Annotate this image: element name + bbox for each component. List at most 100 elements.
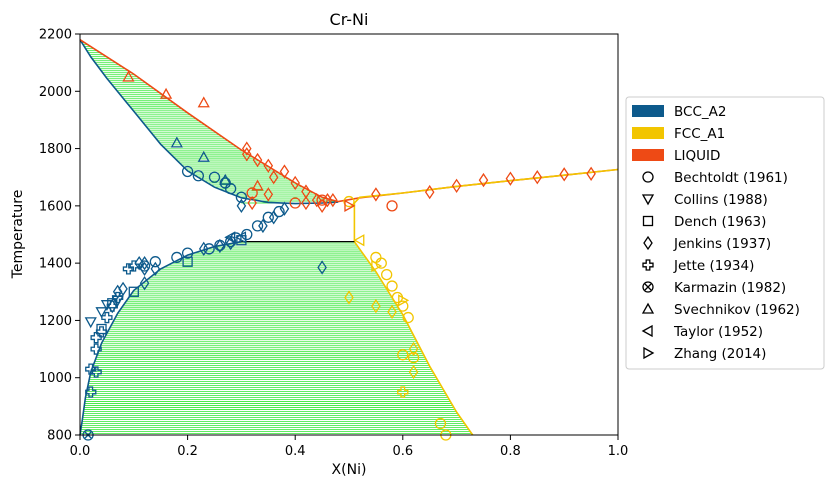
data-point-triangle-left [235,231,247,244]
data-point-diamond [241,141,252,156]
data-point-diamond [290,175,300,191]
data-point-circle [138,260,151,272]
data-point-plus [128,260,140,272]
data-point-diamond [586,166,596,181]
data-point-diamond [247,195,257,211]
legend-label: LIQUID [674,148,720,164]
data-point-circle [316,194,328,206]
data-point-diamond [263,187,274,202]
data-point-circle [397,300,409,312]
data-point-square [96,323,107,335]
experimental-markers [82,70,596,441]
data-point-diamond [139,261,150,277]
data-point-diamond [263,158,274,173]
legend-label: FCC_A1 [674,126,725,142]
data-point-circle [149,256,161,268]
data-point-plus [122,263,135,275]
data-point-triangle-right [371,259,383,273]
legend-label: Jenkins (1937) [673,236,771,252]
data-point-diamond [387,304,397,320]
data-point-circle [171,251,183,264]
data-point-diamond [311,192,322,208]
fcc_solvus-curve [353,203,474,436]
data-point-triangle-up [219,173,232,185]
data-point-triangle-up [122,70,135,82]
legend-swatch [632,105,664,117]
data-point-diamond [408,341,419,357]
data-point-triangle-down [84,317,97,329]
x-axis: 0.0 0.2 0.4 0.6 0.8 1.0 [70,435,629,459]
data-point-diamond [268,170,279,185]
legend-marker-x-circle [642,281,654,293]
data-point-circle [241,228,253,241]
y-axis-label: Temperature [10,190,26,280]
legend-marker-circle [642,171,654,183]
legend-marker-square [642,215,654,227]
data-point-diamond [559,167,569,182]
data-point-diamond [279,164,290,179]
data-point-triangle-left [224,231,236,244]
data-point-diamond [317,260,327,275]
data-point-circle [386,280,398,292]
data-point-circle [262,211,274,223]
data-point-circle [235,191,248,203]
data-point-diamond [150,261,161,277]
legend-marker-triangle-left [641,324,653,338]
x-axis-label: X(Ni) [332,462,367,478]
y-tick-label: 2000 [39,85,72,100]
data-point-triangle-right [398,294,410,307]
data-point-circle [407,352,420,364]
y-axis: 800 1000 1200 1400 1600 1800 2000 2200 [39,28,80,444]
data-point-plus [397,386,409,398]
data-point-diamond [139,276,150,291]
data-point-circle [381,268,393,281]
legend-label: BCC_A2 [674,104,726,120]
legend-marker-plus [642,259,654,271]
data-point-triangle-up [197,150,210,162]
legend-frame [625,96,825,370]
data-point-plus [112,291,124,304]
data-point-diamond [268,210,279,225]
data-point-circle [251,220,264,232]
data-point-diamond [118,281,128,297]
data-point-diamond [478,172,489,188]
legend-marker-triangle-right [643,346,655,360]
data-point-diamond [344,290,354,305]
legend-marker-diamond [643,235,653,251]
data-point-circle [375,257,387,269]
y-tick-label: 2200 [39,28,72,43]
legend-label: Svechnikov (1962) [674,302,800,318]
data-point-diamond [328,192,338,208]
plot-frame [79,33,619,436]
x-tick-label: 0.8 [500,444,521,459]
data-point-circle [397,349,409,361]
data-point-triangle-up [159,87,173,99]
data-point-triangle-down [111,295,124,307]
fcc_solidus-curve [353,168,619,204]
data-point-circle [343,195,355,208]
y-tick-label: 1200 [39,314,72,329]
data-point-plus [101,311,113,324]
legend-label: Bechtoldt (1961) [674,170,788,186]
data-point-triangle-down [95,307,108,319]
x-tick-label: 0.2 [177,444,198,459]
x-tick-label: 0.6 [392,444,413,459]
data-point-circle [434,417,447,430]
y-tick-label: 1400 [39,257,72,272]
data-point-diamond [424,184,435,200]
data-point-diamond [451,178,462,193]
y-tick-label: 1600 [39,199,72,214]
y-tick-label: 800 [47,429,72,444]
legend-marker-triangle-down [641,194,655,206]
data-point-circle [208,171,221,183]
data-point-diamond [241,147,252,162]
data-point-circle [289,197,301,209]
data-point-triangle-up [170,136,183,148]
data-point-circle [203,243,215,255]
x-tick-label: 1.0 [608,444,629,459]
data-point-square [128,286,139,297]
data-point-diamond [317,198,327,214]
data-point-plus [90,366,102,378]
legend-label: Dench (1963) [674,214,766,230]
